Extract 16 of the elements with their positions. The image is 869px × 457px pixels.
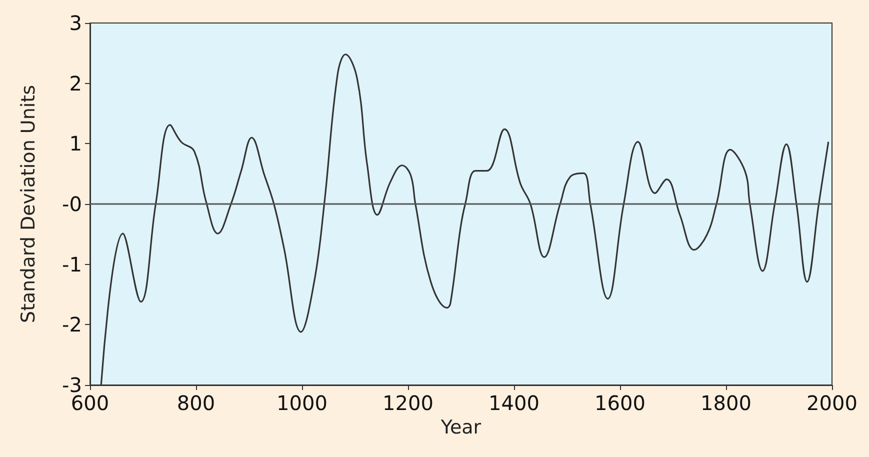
x-tick-label: 1600 (594, 391, 646, 415)
x-tick-label: 2000 (806, 391, 858, 415)
x-tick-label: 1200 (382, 391, 434, 415)
x-tick-label: 1400 (488, 391, 540, 415)
y-tick-label: 2 (69, 71, 82, 96)
y-tick-label: -2 (62, 312, 82, 337)
x-tick-label: 1800 (700, 391, 752, 415)
x-tick-label: 800 (176, 391, 216, 415)
x-tick-label: 1000 (276, 391, 328, 415)
y-tick-label: 1 (69, 132, 82, 156)
y-tick-label: -1 (62, 252, 82, 276)
x-tick-label: 600 (70, 391, 110, 415)
y-axis-title: Standard Deviation Units (18, 85, 40, 323)
x-axis-title: Year (440, 416, 482, 438)
y-tick-label: -0 (62, 192, 82, 216)
y-tick-label: 3 (69, 11, 82, 35)
